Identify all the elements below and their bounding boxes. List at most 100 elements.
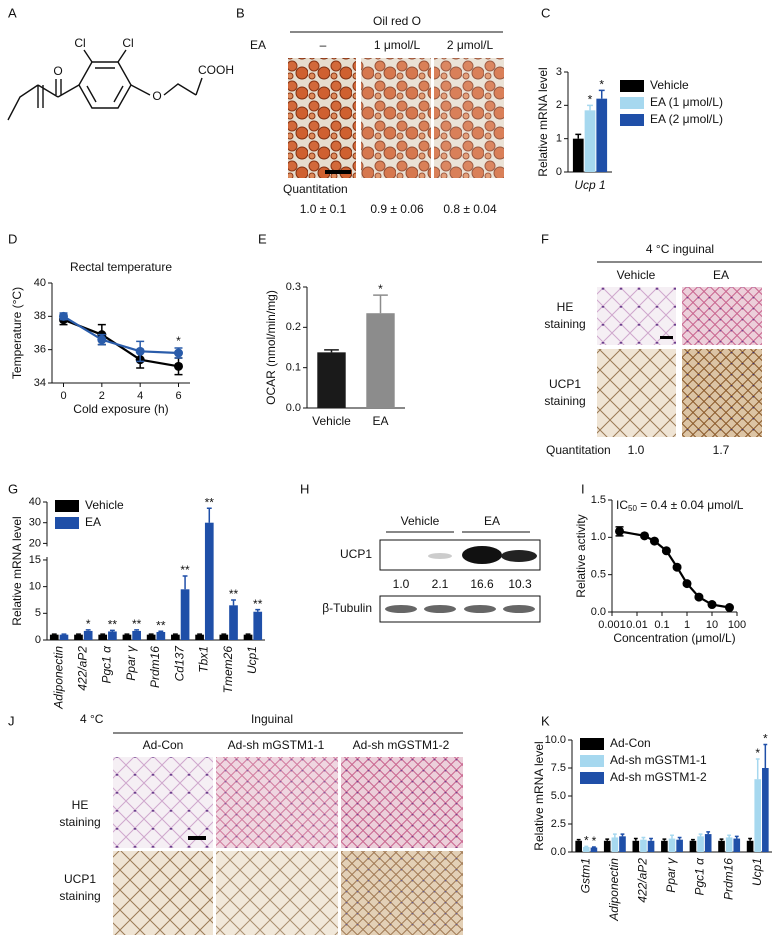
panel-letter: G (8, 481, 18, 496)
significance: * (86, 617, 91, 631)
y-axis-label: Relative mRNA level (10, 516, 24, 625)
significance: * (176, 334, 181, 348)
bar (572, 138, 584, 172)
error-bar (633, 837, 638, 841)
y-tick-label: 1 (556, 133, 562, 145)
marker (707, 600, 717, 610)
x-tick-label: Prdm16 (148, 646, 162, 688)
quant-label: Quantitation (283, 182, 348, 196)
legend-label: EA (2 μmol/L) (650, 112, 723, 126)
significance: * (378, 282, 383, 296)
bar (733, 838, 741, 852)
panel-letter: F (541, 231, 549, 246)
micrograph (113, 851, 213, 935)
error-bar (197, 633, 203, 635)
significance: ** (253, 597, 263, 611)
y-tick-label: 15 (29, 554, 41, 566)
significance: ** (205, 495, 215, 509)
panel-header: Oil red O (373, 14, 421, 28)
error-bar (587, 104, 593, 111)
bar (689, 840, 697, 852)
atom-label: Cl (122, 36, 133, 50)
significance: * (584, 834, 589, 848)
micrograph (597, 287, 676, 345)
bar (632, 840, 640, 852)
error-bar (85, 629, 91, 631)
annotation-part: IC (616, 498, 628, 512)
error-bar (691, 838, 695, 841)
scale-bar (325, 170, 351, 174)
error-bar (698, 833, 703, 837)
y-tick-label: 34 (34, 377, 46, 389)
row-label: staining (59, 889, 100, 903)
error-bar (124, 633, 130, 635)
bar (619, 836, 626, 852)
y-tick-label: 0.2 (286, 321, 301, 333)
y-tick-label: 5.0 (551, 790, 566, 802)
marker (649, 536, 659, 546)
chemical-structure: O Cl Cl O COOH (7, 36, 234, 121)
column-label: 2 μmol/L (447, 38, 494, 52)
x-tick-label: 0.1 (654, 619, 669, 631)
x-tick-label: Cd137 (172, 645, 186, 682)
row-label: UCP1 (340, 547, 372, 561)
bar (746, 840, 754, 852)
bar (317, 352, 346, 408)
x-tick-label: 1 (684, 619, 690, 631)
panel-letter: B (236, 5, 245, 20)
annotation-part: = 0.4 ± 0.04 μmol/L (637, 498, 744, 512)
x-tick-label: 4 (137, 390, 143, 402)
atom-label: COOH (198, 63, 234, 77)
micrograph (216, 757, 338, 848)
panel-letter: I (581, 481, 585, 496)
x-tick-label: Adiponectin (607, 858, 621, 922)
y-tick-label: 0 (35, 634, 41, 646)
quant-label: Quantitation (546, 443, 611, 457)
x-tick-label: Tmem26 (221, 646, 235, 694)
error-bar (670, 834, 674, 839)
bar (603, 840, 611, 852)
group-label: EA (484, 514, 500, 528)
legend-swatch (580, 772, 604, 784)
quant-value: 1.0 (393, 577, 410, 591)
error-bar (641, 836, 646, 840)
x-tick-label: Gstm1 (578, 858, 592, 893)
y-tick-label: 40 (34, 277, 46, 289)
micrograph (597, 349, 676, 437)
error-bar (734, 835, 739, 839)
error-bar (61, 633, 67, 635)
x-tick-label: 422/aP2 (76, 646, 90, 691)
y-tick-label: 0 (556, 166, 562, 178)
error-bar (719, 838, 724, 841)
x-tick-label: 10 (706, 619, 718, 631)
significance: ** (229, 587, 239, 601)
error-bar (706, 831, 711, 835)
y-tick-label: 2 (556, 99, 562, 111)
band (428, 553, 452, 559)
annotation-part: 50 (628, 504, 637, 513)
error-bar (575, 133, 582, 139)
significance: * (599, 78, 604, 92)
y-tick-label: 2.5 (551, 818, 566, 830)
error-bar (755, 758, 760, 780)
error-bar (134, 629, 140, 631)
significance: * (592, 834, 597, 848)
error-bar (373, 294, 388, 314)
y-tick-label: 0.3 (286, 281, 301, 293)
micrograph (216, 851, 338, 935)
row-label: UCP1 (64, 872, 96, 886)
error-bar (206, 507, 212, 523)
panel-letter: E (258, 231, 267, 246)
bar (366, 313, 395, 408)
error-bar (763, 743, 768, 768)
quant-value: 1.7 (713, 443, 730, 457)
legend-label: Ad-sh mGSTM1-1 (610, 753, 707, 767)
x-tick-label: 422/aP2 (636, 858, 650, 903)
column-label: Ad-sh mGSTM1-2 (353, 738, 450, 752)
bar (725, 837, 733, 852)
legend-label: Vehicle (650, 78, 689, 92)
bar (253, 611, 263, 640)
line (62, 315, 179, 355)
marker (682, 579, 692, 589)
